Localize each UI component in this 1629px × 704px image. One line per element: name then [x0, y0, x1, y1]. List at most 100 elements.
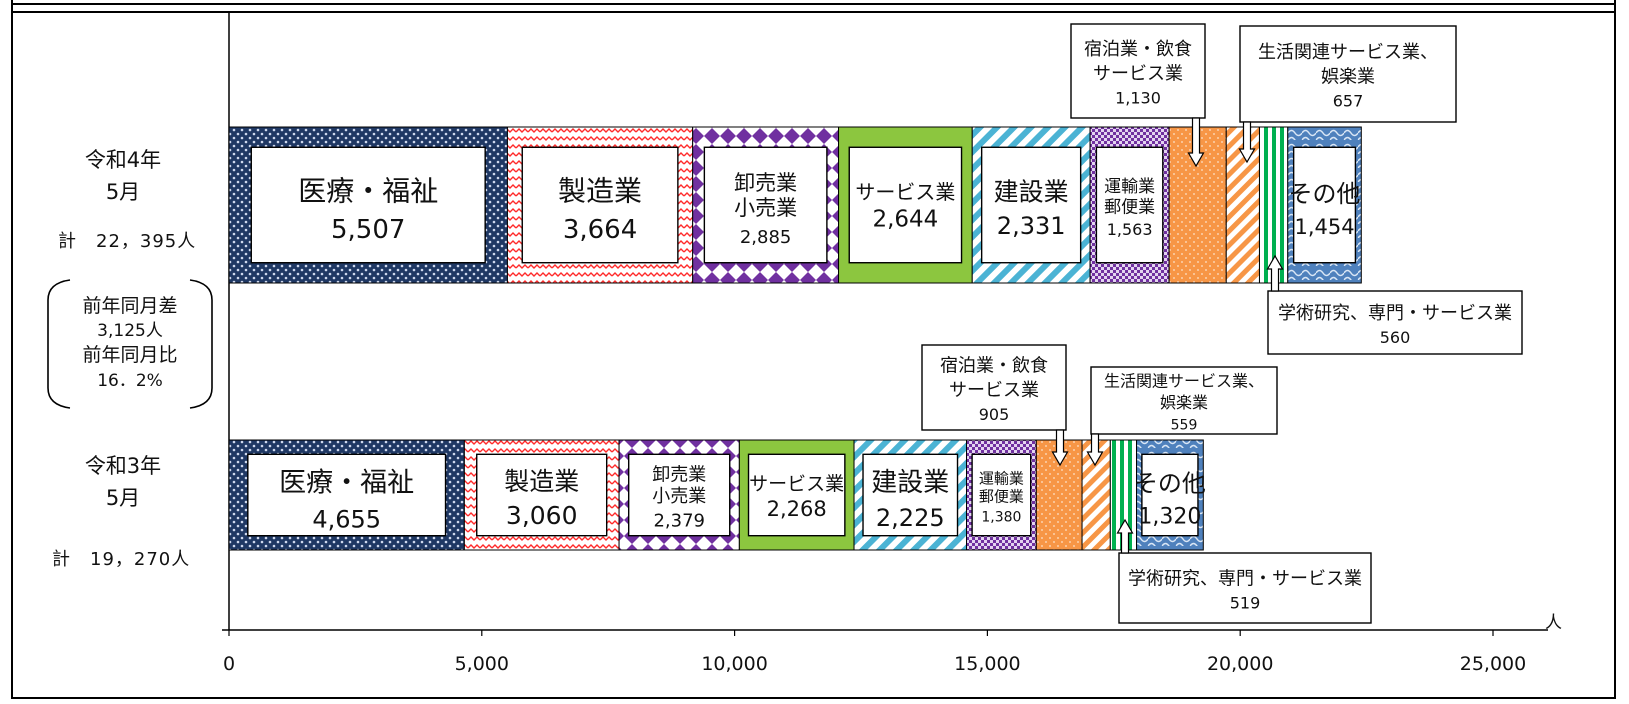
- ratio-label: 前年同月比: [82, 344, 178, 366]
- bar-label-2022: 令和4年 5月: [68, 144, 178, 208]
- bar-label-2022-year: 令和4年: [84, 148, 162, 172]
- callout-hospitality-0-value: 1,130: [1115, 89, 1161, 108]
- segment-label-box-service: [848, 146, 963, 264]
- segment-label-medical: 医療・福祉: [298, 175, 438, 208]
- left-bracket: [47, 279, 71, 409]
- segment-label-other: その他: [1289, 180, 1361, 208]
- callout-living-1-label-line: 生活関連サービス業、: [1104, 372, 1264, 391]
- segment-value-other: 1,454: [1294, 215, 1354, 239]
- segment-value-transport: 1,563: [1107, 220, 1153, 239]
- callout-living-0-box: [1239, 25, 1457, 123]
- segment-value-wholesale: 2,379: [653, 511, 705, 532]
- callout-research-1-label: 学術研究、専門・サービス業: [1128, 568, 1362, 589]
- x-tick-label: 0: [223, 653, 235, 675]
- segment-value-manufacturing: 3,060: [506, 501, 578, 530]
- segment-label-service: サービス業: [855, 180, 955, 204]
- segment-label-construction: 建設業: [994, 178, 1069, 207]
- callout-hospitality-1-label-line: サービス業: [949, 380, 1039, 401]
- callout-research-1-label-line: 学術研究、専門・サービス業: [1128, 568, 1362, 589]
- callout-living-0-label: 生活関連サービス業、娯楽業: [1258, 42, 1438, 87]
- callout-research-0-value: 560: [1380, 328, 1411, 347]
- x-tick-label: 10,000: [701, 653, 767, 675]
- segment-label-box-wholesale: [703, 146, 828, 264]
- segment-label-transport-line: 郵便業: [1104, 197, 1155, 217]
- callout-living-0-label-line: 娯楽業: [1321, 66, 1375, 87]
- callout-hospitality-0-label: 宿泊業・飲食サービス業: [1084, 39, 1192, 84]
- callout-hospitality-0-label-line: 宿泊業・飲食: [1084, 39, 1192, 60]
- segment-label-box-construction: [862, 453, 959, 537]
- callout-research-1-value: 519: [1230, 594, 1261, 613]
- callout-living-arrow-icon: [1238, 121, 1256, 164]
- segment-label-box-wholesale: [627, 453, 731, 537]
- x-tick-label: 25,000: [1460, 653, 1526, 675]
- segment-label-medical-line: 医療・福祉: [298, 175, 438, 208]
- segment-label-transport: 運輸業郵便業: [979, 470, 1024, 506]
- callout-living-0-label-line: 生活関連サービス業、: [1258, 42, 1438, 63]
- callout-research-1-box: [1118, 552, 1372, 624]
- diff-label: 前年同月差: [82, 295, 178, 317]
- segment-label-service: サービス業: [749, 473, 844, 495]
- segment-label-wholesale: 卸売業小売業: [734, 171, 797, 220]
- callout-living-1-value: 559: [1171, 418, 1198, 434]
- diff-value: 3,125人: [97, 321, 163, 341]
- segment-label-box-transport: [971, 453, 1032, 537]
- segment-value-manufacturing: 3,664: [563, 215, 637, 245]
- segment-value-transport: 1,380: [981, 510, 1021, 526]
- segment-value-other: 1,320: [1138, 505, 1201, 530]
- segment-label-transport-line: 運輸業: [979, 470, 1024, 488]
- segment-label-service-line: サービス業: [855, 180, 955, 204]
- callout-research-0-label-line: 学術研究、専門・サービス業: [1278, 303, 1512, 324]
- callout-hospitality-1-box: [921, 344, 1067, 431]
- right-bracket: [189, 279, 213, 409]
- comparison-box: 前年同月差 3,125人 前年同月比 16．2%: [60, 293, 200, 393]
- callout-hospitality-0-box: [1070, 23, 1206, 119]
- callout-hospitality-arrow-icon: [1187, 117, 1205, 168]
- callout-hospitality-1-label-line: 宿泊業・飲食: [940, 356, 1048, 377]
- segment-label-transport-line: 郵便業: [979, 488, 1024, 506]
- segment-label-box-medical: [247, 453, 447, 537]
- callout-research-arrow-icon: [1266, 254, 1284, 292]
- x-tick-label: 5,000: [455, 653, 509, 675]
- segment-label-box-other: [1141, 453, 1199, 537]
- callout-hospitality-1-label: 宿泊業・飲食サービス業: [940, 356, 1048, 401]
- callout-living-0-value: 657: [1333, 92, 1364, 111]
- callout-living-1-label: 生活関連サービス業、娯楽業: [1104, 372, 1264, 413]
- x-tick-label: 15,000: [954, 653, 1020, 675]
- segment-value-service: 2,268: [767, 497, 827, 521]
- callout-living-1-box: [1090, 366, 1278, 435]
- bar-label-2021-month: 5月: [105, 486, 141, 510]
- segment-label-wholesale-line: 小売業: [734, 196, 797, 220]
- segment-label-other: その他: [1134, 469, 1206, 497]
- segment-value-medical: 4,655: [312, 505, 381, 533]
- bar-total-2021: 計 19，270人: [52, 549, 191, 570]
- segment-label-wholesale-line: 小売業: [652, 486, 706, 507]
- callout-living-1-label-line: 娯楽業: [1160, 393, 1208, 412]
- outer-border: [11, 11, 1616, 699]
- segment-label-box-service: [747, 453, 846, 537]
- callout-hospitality-0-label-line: サービス業: [1093, 63, 1183, 84]
- segment-label-box-construction: [980, 146, 1082, 264]
- ratio-value: 16．2%: [97, 371, 163, 391]
- x-tick-label: 20,000: [1207, 653, 1273, 675]
- segment-value-wholesale: 2,885: [740, 227, 792, 248]
- segment-label-manufacturing-line: 製造業: [504, 467, 579, 496]
- segment-label-wholesale-line: 卸売業: [652, 465, 706, 486]
- segment-label-wholesale-line: 卸売業: [734, 171, 797, 195]
- segment-label-construction: 建設業: [871, 468, 949, 498]
- segment-value-construction: 2,331: [997, 212, 1066, 240]
- segment-label-medical-line: 医療・福祉: [279, 467, 414, 498]
- segment-label-box-other: [1292, 146, 1357, 264]
- bar-label-2021: 令和3年 5月: [68, 450, 178, 514]
- callout-hospitality-arrow-icon: [1051, 429, 1069, 467]
- x-axis-unit: 人: [1545, 613, 1562, 633]
- segment-label-transport: 運輸業郵便業: [1104, 177, 1155, 217]
- callout-research-0-label: 学術研究、専門・サービス業: [1278, 303, 1512, 324]
- segment-label-wholesale: 卸売業小売業: [652, 465, 706, 508]
- segment-label-box-manufacturing: [476, 453, 608, 537]
- segment-label-box-medical: [250, 146, 486, 264]
- segment-label-other-line: その他: [1289, 180, 1361, 208]
- segment-label-box-manufacturing: [521, 146, 679, 264]
- segment-label-box-transport: [1095, 146, 1164, 264]
